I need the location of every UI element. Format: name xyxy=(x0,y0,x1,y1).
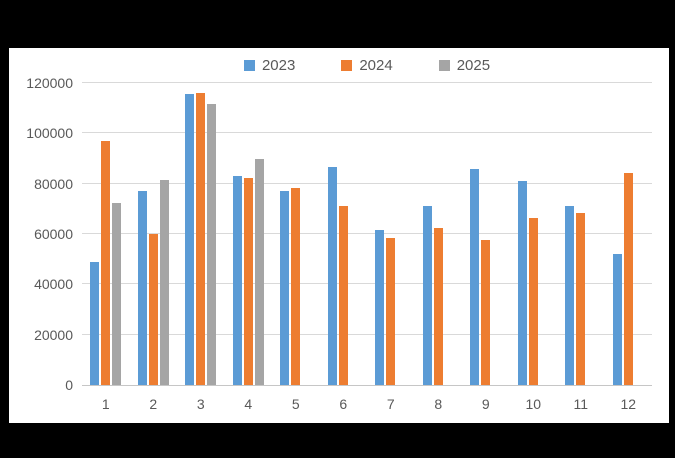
bar-2023-month-11 xyxy=(565,206,575,385)
bar-2024-month-7 xyxy=(386,238,396,385)
bar-2023-month-12 xyxy=(612,253,622,385)
bar-2023-month-9 xyxy=(470,169,480,385)
gridline xyxy=(82,283,652,285)
bar-2024-month-2 xyxy=(148,234,158,385)
gridline xyxy=(82,182,652,184)
legend-swatch-icon xyxy=(438,60,450,71)
bar-2023-month-4 xyxy=(232,175,242,385)
y-tick-label: 120000 xyxy=(26,75,73,91)
bar-2025-month-4 xyxy=(254,158,264,385)
x-tick-label: 11 xyxy=(573,396,589,412)
x-tick-label: 3 xyxy=(196,396,205,412)
bar-2024-month-10 xyxy=(528,218,538,385)
bar-2023-month-6 xyxy=(327,167,337,385)
legend-item-2023: 2023 xyxy=(243,57,296,74)
x-tick-label: 9 xyxy=(481,396,490,412)
plot-area xyxy=(82,82,652,386)
bar-2025-month-3 xyxy=(207,104,217,385)
bar-2023-month-3 xyxy=(185,94,195,385)
legend-item-2024: 2024 xyxy=(341,57,393,74)
gridline xyxy=(82,233,652,234)
bar-2024-month-5 xyxy=(291,188,301,385)
legend-label: 2023 xyxy=(261,57,296,74)
x-tick-label: 2 xyxy=(149,396,158,412)
bar-2023-month-5 xyxy=(280,190,290,385)
y-tick-label: 40000 xyxy=(34,276,73,293)
bar-2023-month-8 xyxy=(422,206,432,385)
y-tick-label: 20000 xyxy=(34,326,73,343)
bar-2024-month-11 xyxy=(576,212,586,385)
x-tick-label: 4 xyxy=(244,396,253,412)
gridline xyxy=(82,132,652,134)
x-tick-label: 8 xyxy=(434,396,443,412)
bar-2025-month-2 xyxy=(159,179,169,385)
bar-2023-month-7 xyxy=(375,230,385,385)
legend-item-2025: 2025 xyxy=(438,57,491,74)
bar-2024-month-12 xyxy=(623,173,633,385)
bar-2023-month-2 xyxy=(137,190,147,385)
legend-swatch-icon xyxy=(341,60,353,71)
y-tick-label: 80000 xyxy=(34,175,73,192)
x-axis-line xyxy=(82,385,652,386)
y-tick-label: 60000 xyxy=(34,226,73,242)
x-axis-tick-labels: 1 2 3 4 5 6 7 8 9 10 11 12 xyxy=(82,396,652,416)
bar-2024-month-4 xyxy=(243,177,253,385)
x-tick-label: 6 xyxy=(339,396,348,412)
bar-2024-month-9 xyxy=(481,239,491,385)
x-tick-label: 12 xyxy=(620,396,637,412)
bar-2024-month-3 xyxy=(196,93,206,385)
chart-surface: 2023 2024 2025 0 20000 40000 60000 80000 100000… xyxy=(9,48,669,423)
legend: 2023 2024 2025 xyxy=(82,58,652,73)
x-tick-label: 1 xyxy=(101,396,110,412)
y-axis-tick-labels: 0 20000 40000 60000 80000 100000 120000 xyxy=(9,75,73,393)
bar-2024-month-6 xyxy=(338,205,348,385)
y-tick-label: 100000 xyxy=(26,125,73,142)
x-tick-label: 5 xyxy=(291,396,300,412)
x-tick-label: 10 xyxy=(525,396,542,412)
bar-2025-month-1 xyxy=(112,203,122,385)
bar-2023-month-1 xyxy=(90,262,100,385)
gridline xyxy=(82,82,652,83)
bar-2023-month-10 xyxy=(517,180,527,385)
legend-label: 2025 xyxy=(456,57,491,74)
bar-2024-month-8 xyxy=(433,227,443,385)
gridline xyxy=(82,333,652,335)
y-tick-label: 0 xyxy=(65,377,73,393)
bar-2024-month-1 xyxy=(101,140,111,385)
legend-label: 2024 xyxy=(359,57,393,74)
x-tick-label: 7 xyxy=(386,396,395,412)
legend-swatch-icon xyxy=(243,60,255,71)
